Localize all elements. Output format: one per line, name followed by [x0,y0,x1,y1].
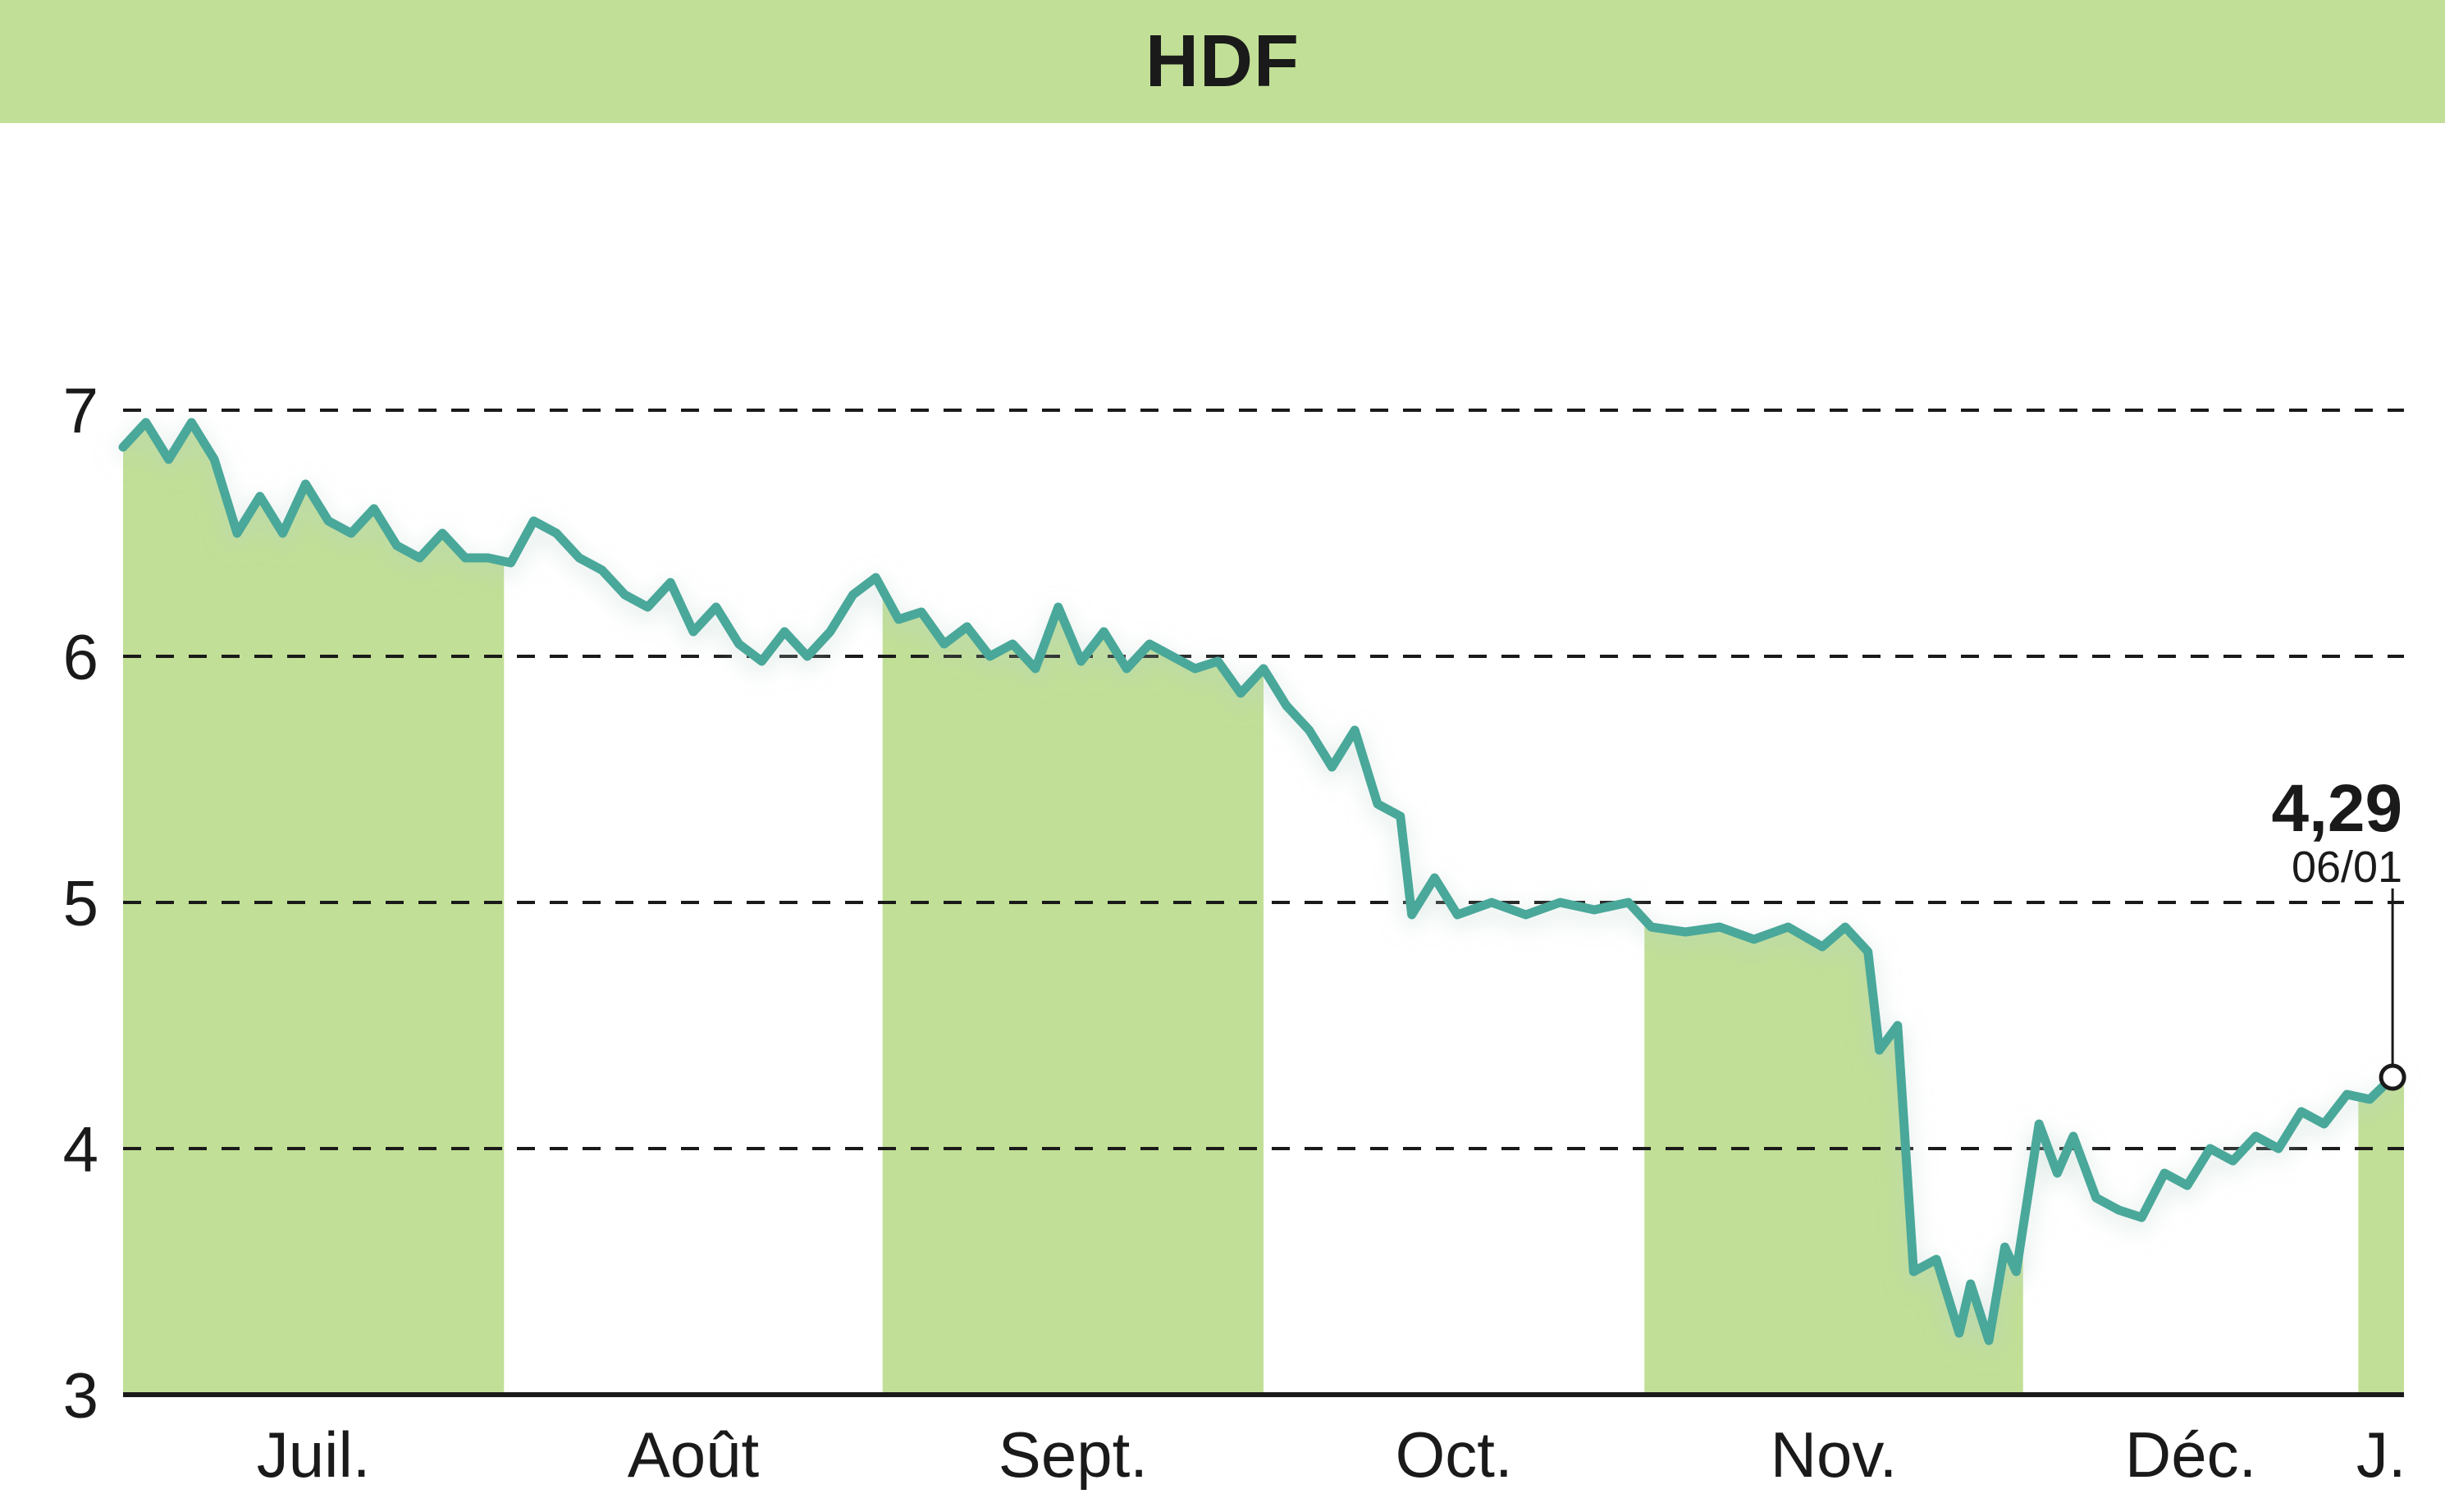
month-band [2358,1077,2404,1395]
x-tick-label: Oct. [1396,1418,1513,1491]
x-tick-label: Nov. [1771,1418,1898,1491]
end-value-label: 4,29 [2271,771,2402,846]
x-tick-label: Août [628,1418,760,1491]
y-tick-label: 7 [63,374,98,446]
x-tick-label: Juil. [257,1418,371,1491]
x-tick-label: Sept. [999,1418,1148,1491]
chart-title-bar: HDF [0,0,2445,123]
end-marker [2381,1066,2404,1089]
x-tick-label: Déc. [2125,1418,2256,1491]
chart-svg: 3 4 5 6 7 Juil. Août Sept. Oct. Nov. Déc. J. 4,2906/… [0,123,2445,1512]
end-date-label: 06/01 [2292,843,2402,892]
month-band [123,423,504,1395]
chart-plot-area: 3 4 5 6 7 Juil. Août Sept. Oct. Nov. Déc. J. 4,2906/… [0,123,2445,1512]
chart-title: HDF [1145,21,1300,103]
y-tick-label: 3 [63,1359,98,1431]
month-band [1644,920,2022,1395]
x-tick-label: J. [2356,1418,2406,1491]
chart-container: HDF 34567Juil.AoûtSept.Oct.Nov.Déc.J.4,2… [0,0,2445,1389]
month-band [883,590,1264,1395]
y-tick-label: 4 [63,1112,98,1185]
y-tick-label: 6 [63,620,98,692]
y-tick-label: 5 [63,866,98,939]
